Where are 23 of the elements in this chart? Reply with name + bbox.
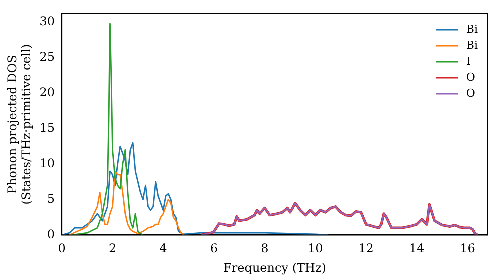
y-tick-label: 5 <box>47 192 56 206</box>
x-axis-title: Frequency (THz) <box>224 260 326 275</box>
x-tick-label: 0 <box>58 242 66 256</box>
legend-label: Bi <box>466 22 478 36</box>
legend-label: I <box>466 54 471 68</box>
y-tick-label: 15 <box>40 120 56 135</box>
x-tick-label: 4 <box>160 242 168 256</box>
x-tick-label: 2 <box>108 242 117 256</box>
legend-label: O <box>466 86 476 100</box>
legend-label: O <box>466 70 476 84</box>
y-tick-label: 25 <box>40 50 56 64</box>
x-tick-label: 6 <box>210 242 218 256</box>
legend-label: Bi <box>466 38 478 52</box>
x-tick-label: 8 <box>261 242 269 256</box>
y-tick-label: 20 <box>40 86 56 100</box>
y-tick-label: 10 <box>40 156 56 170</box>
y-axis-title: Phonon projected DOS (States/THz·primitive cell) <box>5 44 34 205</box>
x-tick-label: 10 <box>308 242 324 256</box>
x-tick-label: 16 <box>460 242 476 256</box>
x-tick-label: 12 <box>358 242 374 256</box>
y-tick-label: 30 <box>40 14 56 29</box>
x-tick-label: 14 <box>409 242 426 256</box>
y-tick-label: 0 <box>47 227 56 242</box>
